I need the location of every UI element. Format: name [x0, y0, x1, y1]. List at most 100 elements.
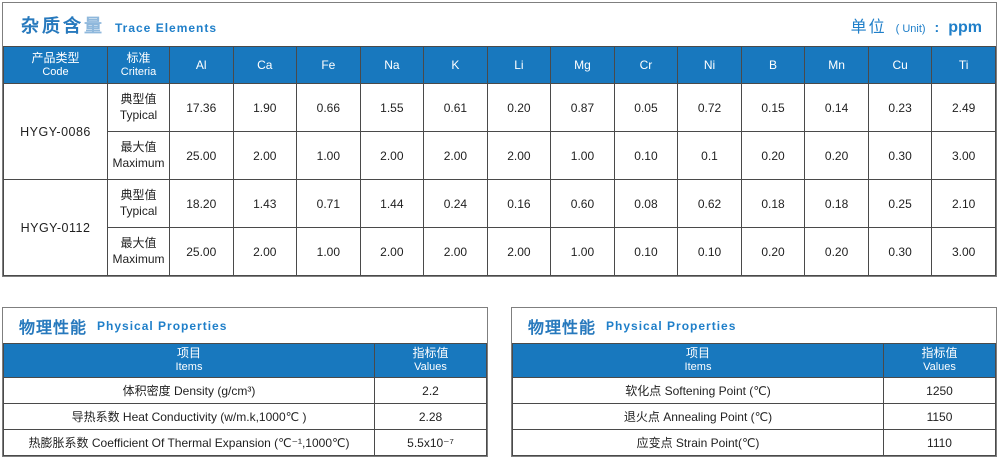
value-cell: 1.00	[550, 131, 615, 180]
value-cell: 0.10	[677, 227, 742, 276]
col-header-values-zh: 指标值	[921, 346, 958, 361]
value-cell: 0.10	[613, 227, 679, 276]
col-header-code-en: Code	[42, 65, 69, 78]
criteria-cell: 最大值 Maximum	[107, 131, 170, 180]
col-header-element-k: K	[423, 46, 488, 84]
col-header-values: 指标值 Values	[374, 343, 487, 378]
physical-right-header-row: 项目 Items 指标值 Values	[512, 343, 996, 378]
col-header-element-ca: Ca	[232, 46, 298, 84]
trace-title-en: Trace Elements	[115, 20, 218, 35]
value-cell: 2.00	[232, 131, 298, 180]
criteria-en: Maximum	[112, 155, 165, 170]
table-row: 热膨胀系数 Coefficient Of Thermal Expansion (…	[3, 429, 487, 456]
value-cell: 0.20	[486, 83, 552, 132]
trace-title-zh: 杂质含量	[21, 12, 105, 38]
col-header-items-en: Items	[684, 361, 712, 374]
col-header-values-en: Values	[414, 361, 447, 374]
property-value-cell: 5.5x10⁻⁷	[374, 429, 487, 456]
trace-elements-table: 产品类型 Code 标准 Criteria Al Ca Fe Na K Li M…	[3, 46, 996, 276]
criteria-zh: 典型值	[120, 91, 157, 106]
value-cell: 1.00	[296, 131, 361, 180]
table-row: 体积密度 Density (g/cm³) 2.2	[3, 377, 487, 404]
col-header-element-cu: Cu	[867, 46, 933, 84]
value-cell: 1.00	[550, 227, 615, 276]
unit-value: ppm	[948, 18, 982, 36]
col-header-element-al: Al	[169, 46, 234, 84]
col-header-criteria-zh: 标准	[126, 50, 151, 65]
col-header-values: 指标值 Values	[883, 343, 996, 378]
value-cell: 2.00	[359, 131, 425, 180]
physical-properties-row: 物理性能 Physical Properties 项目 Items 指标值 Va…	[2, 307, 997, 457]
unit-colon: :	[934, 18, 940, 35]
value-cell: 2.00	[359, 227, 425, 276]
property-value-cell: 1110	[883, 429, 996, 456]
trace-title: 杂质含量 Trace Elements	[21, 12, 217, 38]
col-header-element-fe: Fe	[296, 46, 361, 84]
value-cell: 0.20	[804, 131, 869, 180]
property-value-cell: 2.28	[374, 403, 487, 430]
value-cell: 0.25	[867, 179, 933, 228]
criteria-zh: 最大值	[120, 139, 157, 154]
physical-properties-section-left: 物理性能 Physical Properties 项目 Items 指标值 Va…	[2, 307, 488, 457]
table-row: 最大值 Maximum 25.00 2.00 1.00 2.00 2.00 2.…	[4, 131, 996, 180]
table-row: 退火点 Annealing Point (℃) 1150	[512, 403, 996, 430]
table-row: HYGY-0112 典型值 Typical 18.20 1.43 0.71 1.…	[3, 179, 996, 276]
table-row: HYGY-0086 典型值 Typical 17.36 1.90 0.66 1.…	[3, 83, 996, 180]
criteria-cell: 典型值 Typical	[107, 83, 170, 132]
col-header-element-na: Na	[359, 46, 425, 84]
value-cell: 17.36	[169, 83, 234, 132]
value-cell: 18.20	[169, 179, 234, 228]
criteria-en: Typical	[119, 107, 158, 122]
value-cell: 2.00	[232, 227, 298, 276]
value-cell: 0.24	[423, 179, 488, 228]
col-header-code-zh: 产品类型	[31, 50, 80, 65]
value-cell: 0.15	[740, 83, 806, 132]
physical-right-title-zh: 物理性能	[528, 319, 597, 337]
value-cell: 0.61	[423, 83, 488, 132]
value-cell: 1.44	[359, 179, 425, 228]
value-cell: 2.49	[931, 83, 996, 132]
physical-left-title-en: Physical Properties	[97, 318, 228, 333]
value-cell: 25.00	[169, 227, 234, 276]
value-cell: 0.10	[613, 131, 679, 180]
value-cell: 0.71	[296, 179, 361, 228]
col-header-element-mg: Mg	[550, 46, 615, 84]
value-cell: 2.00	[423, 227, 488, 276]
col-header-element-ti: Ti	[931, 46, 996, 84]
value-cell: 2.00	[486, 131, 552, 180]
col-header-items-en: Items	[175, 361, 203, 374]
criteria-zh: 典型值	[120, 187, 157, 202]
physical-properties-section-right: 物理性能 Physical Properties 项目 Items 指标值 Va…	[511, 307, 997, 457]
value-cell: 0.20	[740, 131, 806, 180]
value-cell: 0.18	[740, 179, 806, 228]
criteria-cell: 典型值 Typical	[107, 179, 170, 228]
physical-right-title-bar: 物理性能 Physical Properties	[512, 308, 996, 343]
value-cell: 0.08	[613, 179, 679, 228]
value-cell: 1.43	[232, 179, 298, 228]
property-label-cell: 退火点 Annealing Point (℃)	[512, 403, 884, 430]
col-header-criteria: 标准 Criteria	[107, 46, 170, 84]
criteria-zh: 最大值	[120, 235, 157, 250]
physical-left-header-row: 项目 Items 指标值 Values	[3, 343, 487, 378]
value-cell: 25.00	[169, 131, 234, 180]
physical-left-title-bar: 物理性能 Physical Properties	[3, 308, 487, 343]
col-header-element-b: B	[740, 46, 806, 84]
value-cell: 0.16	[486, 179, 552, 228]
property-value-cell: 1250	[883, 377, 996, 404]
value-cell: 0.20	[804, 227, 869, 276]
value-cell: 3.00	[931, 131, 996, 180]
value-cell: 1.55	[359, 83, 425, 132]
property-value-cell: 2.2	[374, 377, 487, 404]
col-header-values-zh: 指标值	[412, 346, 449, 361]
value-cell: 2.00	[486, 227, 552, 276]
product-code-cell: HYGY-0086	[3, 83, 108, 180]
col-header-values-en: Values	[923, 361, 956, 374]
property-label-cell: 热膨胀系数 Coefficient Of Thermal Expansion (…	[3, 429, 375, 456]
value-cell: 0.30	[867, 227, 933, 276]
trace-title-bar: 杂质含量 Trace Elements 单位 ( Unit) : ppm	[3, 3, 996, 46]
value-cell: 0.72	[677, 83, 742, 132]
table-row: 应变点 Strain Point(℃) 1110	[512, 429, 996, 456]
trace-title-zh-main: 杂质含	[21, 15, 84, 36]
value-cell: 0.14	[804, 83, 869, 132]
